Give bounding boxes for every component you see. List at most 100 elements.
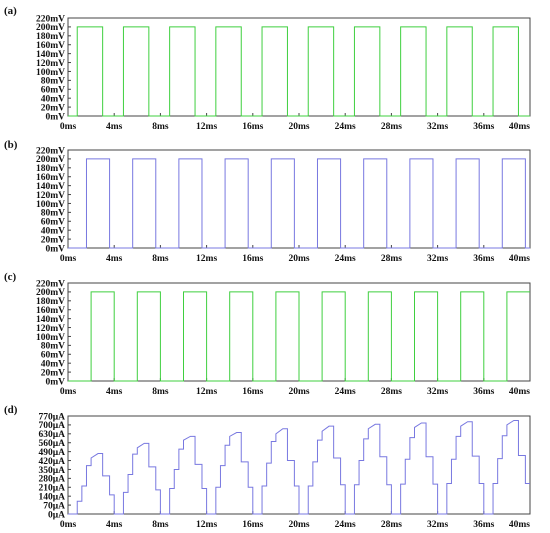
panel-b-y-tick-label: 60mV: [41, 218, 65, 228]
panel-b-y-tick-label: 180mV: [36, 164, 65, 174]
panel-d-y-tick-label: 280μA: [39, 475, 66, 485]
panel-b-y-tick-labels: 0mV20mV40mV60mV80mV100mV120mV140mV160mV1…: [36, 146, 71, 254]
panel-a-plot-frame: [67, 17, 531, 117]
panel-c-y-tick-label: 200mV: [36, 288, 65, 298]
panel-a-x-tick-label: 8ms: [152, 122, 169, 132]
panel-c-x-tick-label: 40ms: [509, 387, 530, 397]
panel-a-y-tick-label: 140mV: [36, 50, 65, 60]
panel-b-x-tick-label: 36ms: [473, 254, 494, 264]
panel-c-x-tick-label: 28ms: [381, 387, 402, 397]
panel-d-x-tick-label: 36ms: [473, 520, 494, 530]
panel-b-y-tick-label: 100mV: [36, 200, 65, 210]
panel-c-y-tick-label: 140mV: [36, 315, 65, 325]
panel-b-y-tick-label: 20mV: [41, 235, 65, 245]
panel-a-y-tick-label: 60mV: [41, 86, 65, 96]
panel-b-y-tick-label: 160mV: [36, 173, 65, 183]
panel-b-x-tick-label: 4ms: [106, 254, 123, 264]
panel-a-y-tick-label: 220mV: [36, 14, 65, 24]
panel-c-y-tick-label: 100mV: [36, 333, 65, 343]
panel-a-y-tick-label: 40mV: [41, 94, 65, 104]
panel-d-y-tick-label: 560μA: [39, 439, 66, 449]
panel-b-y-tick-label: 120mV: [36, 191, 65, 201]
panel-b-y-tick-label: 200mV: [36, 155, 65, 165]
panel-b-y-tick-label: 40mV: [41, 226, 65, 236]
panel-d-x-tick-label: 24ms: [335, 520, 356, 530]
panel-a-y-tick-label: 120mV: [36, 59, 65, 69]
panel-b-x-tick-labels: 0ms 4ms 8ms 12ms 16ms 20ms 24ms 28ms 32ms 36ms 40m…: [60, 245, 531, 264]
panel-a-y-tick-label: 80mV: [41, 77, 65, 87]
panel-c-y-tick-label: 160mV: [36, 306, 65, 316]
panel-c-y-tick-label: 20mV: [41, 368, 65, 378]
panel-c-x-tick-label: 20ms: [288, 387, 309, 397]
panel-c-y-tick-label: 120mV: [36, 324, 65, 334]
panel-b-x-tick-label: 32ms: [427, 254, 448, 264]
panel-a-x-tick-label: 0ms: [60, 122, 77, 132]
panel-d-x-tick-label: 32ms: [427, 520, 448, 530]
panel-b-x-tick-label: 28ms: [381, 254, 402, 264]
panel-d-y-tick-label: 630μA: [39, 430, 66, 440]
panel-b-y-tick-label: 80mV: [41, 209, 65, 219]
panel-d-y-tick-label: 420μA: [39, 457, 66, 467]
panel-d-y-tick-label: 700μA: [39, 421, 66, 431]
panel-a-x-tick-label: 4ms: [106, 122, 123, 132]
panel-c-x-tick-label: 0ms: [60, 387, 77, 397]
panel-b-y-tick-label: 220mV: [36, 146, 65, 156]
panel-d-x-tick-label: 40ms: [509, 520, 530, 530]
panel-a-y-tick-label: 0mV: [45, 112, 65, 122]
panel-d-y-tick-label: 490μA: [39, 448, 66, 458]
panel-b: (b) 0mV20mV40mV60mV80mV100mV120mV140mV16…: [4, 139, 531, 264]
panel-d-y-tick-label: 0μA: [48, 510, 65, 520]
panel-b-x-tick-label: 12ms: [196, 254, 217, 264]
panel-c-y-tick-label: 0mV: [45, 377, 65, 387]
panel-a-x-tick-label: 24ms: [335, 122, 356, 132]
panel-c-x-tick-label: 32ms: [427, 387, 448, 397]
panel-c-y-tick-label: 80mV: [41, 342, 65, 352]
panel-d-y-tick-label: 350μA: [39, 466, 66, 476]
panel-a-y-tick-labels: 0mV20mV40mV60mV80mV100mV120mV140mV160mV1…: [36, 14, 71, 122]
panel-c-x-tick-label: 16ms: [242, 387, 263, 397]
panel-d-x-tick-labels: 0ms 4ms 8ms 12ms 16ms 20ms 24ms 28ms 32ms 36ms 40m…: [60, 511, 531, 530]
panel-b-trace: [68, 158, 530, 249]
panel-c-x-tick-label: 12ms: [196, 387, 217, 397]
panel-c-trace: [68, 291, 530, 382]
panel-a-x-tick-label: 20ms: [288, 122, 309, 132]
panel-a: (a) 0mV20mV40mV60mV80mV100mV120mV140mV16…: [4, 5, 531, 132]
panel-d-trace: [68, 419, 530, 515]
panel-c-y-tick-labels: 0mV20mV40mV60mV80mV100mV120mV140mV160mV1…: [36, 279, 71, 387]
panel-b-x-tick-label: 40ms: [509, 254, 530, 264]
panel-d-y-tick-labels: 0μA70μA140μA210μA280μA350μA420μA490μA560…: [39, 412, 71, 520]
panel-d-x-tick-label: 4ms: [106, 520, 123, 530]
panel-a-y-tick-label: 20mV: [41, 103, 65, 113]
panel-label-b: (b): [4, 139, 18, 151]
panel-a-y-tick-label: 100mV: [36, 68, 65, 78]
panel-d-x-tick-label: 28ms: [381, 520, 402, 530]
panel-c-y-tick-label: 220mV: [36, 279, 65, 289]
panel-b-y-tick-label: 140mV: [36, 182, 65, 192]
panel-a-x-tick-label: 36ms: [473, 122, 494, 132]
panel-c-x-tick-label: 8ms: [152, 387, 169, 397]
panel-a-y-tick-label: 200mV: [36, 23, 65, 33]
panel-b-x-tick-label: 8ms: [152, 254, 169, 264]
panel-b-x-tick-label: 24ms: [335, 254, 356, 264]
panel-a-x-tick-label: 40ms: [509, 122, 530, 132]
panel-c-x-tick-label: 24ms: [335, 387, 356, 397]
panel-d-y-tick-label: 770μA: [39, 412, 66, 422]
panel-a-y-tick-label: 160mV: [36, 41, 65, 51]
panel-label-c: (c): [4, 271, 17, 283]
panel-d-y-tick-label: 210μA: [39, 484, 66, 494]
panel-b-plot-frame: [67, 149, 531, 249]
panel-label-d: (d): [4, 404, 18, 416]
panel-a-trace: [68, 26, 530, 117]
panel-a-x-tick-label: 16ms: [242, 122, 263, 132]
panel-c-x-tick-label: 4ms: [106, 387, 123, 397]
panel-a-x-tick-label: 12ms: [196, 122, 217, 132]
panel-d-y-tick-label: 140μA: [39, 492, 66, 502]
panel-d-y-tick-label: 70μA: [43, 501, 65, 511]
panel-c-x-tick-label: 36ms: [473, 387, 494, 397]
panel-a-y-tick-label: 180mV: [36, 32, 65, 42]
panel-label-a: (a): [4, 5, 17, 17]
panel-c-y-tick-label: 40mV: [41, 359, 65, 369]
panel-c-y-tick-label: 60mV: [41, 351, 65, 361]
panel-a-x-tick-label: 32ms: [427, 122, 448, 132]
